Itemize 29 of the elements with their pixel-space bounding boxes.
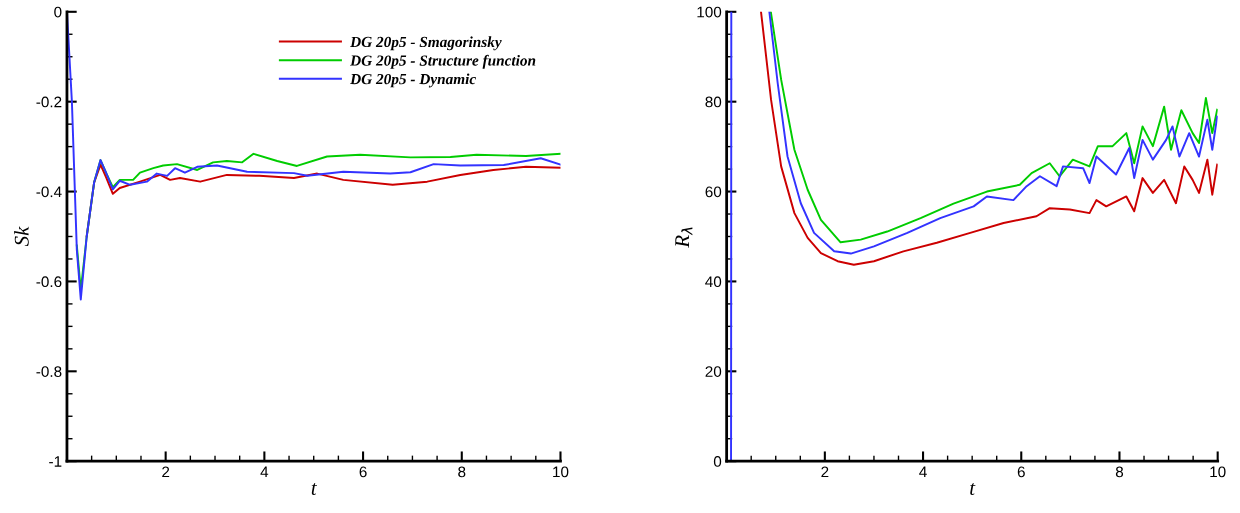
x-tick-label: 2 xyxy=(821,466,829,478)
x-tick-label: 10 xyxy=(1210,466,1226,478)
y-axis-title: Sk xyxy=(14,226,29,247)
y-tick-label: 60 xyxy=(705,186,722,198)
x-tick-label: 4 xyxy=(919,466,927,478)
y-tick-label: -0.8 xyxy=(36,366,62,377)
x-tick-label: 10 xyxy=(553,466,569,478)
y-tick-label: 100 xyxy=(697,6,722,18)
y-tick-label: -0.2 xyxy=(36,96,62,108)
y-tick-label: 0 xyxy=(713,456,722,467)
y-tick-label: 80 xyxy=(705,96,722,108)
x-tick-label: 6 xyxy=(359,466,367,478)
x-tick-label: 6 xyxy=(1017,466,1025,478)
y-tick-label: -0.4 xyxy=(36,186,62,198)
y-tick-label: 0 xyxy=(54,6,62,18)
x-axis-title: t xyxy=(970,483,976,495)
x-tick-label: 2 xyxy=(162,466,170,478)
legend-label: DG 20p5 - Smagorinsky xyxy=(350,36,502,51)
y-tick-label: -0.6 xyxy=(36,276,62,288)
x-tick-label: 4 xyxy=(260,466,269,478)
legend-label: DG 20p5 - Structure function xyxy=(350,54,536,69)
x-tick-label: 8 xyxy=(458,466,466,478)
y-tick-label: 20 xyxy=(705,366,722,377)
y-axis-title: R$_{λ}$ xyxy=(675,227,693,248)
legend-label: DG 20p5 - Dynamic xyxy=(350,73,476,88)
y-tick-label: -1 xyxy=(49,456,62,467)
x-tick-label: 8 xyxy=(1115,466,1124,478)
x-axis-title: t xyxy=(311,483,318,495)
y-tick-label: 40 xyxy=(705,276,722,288)
